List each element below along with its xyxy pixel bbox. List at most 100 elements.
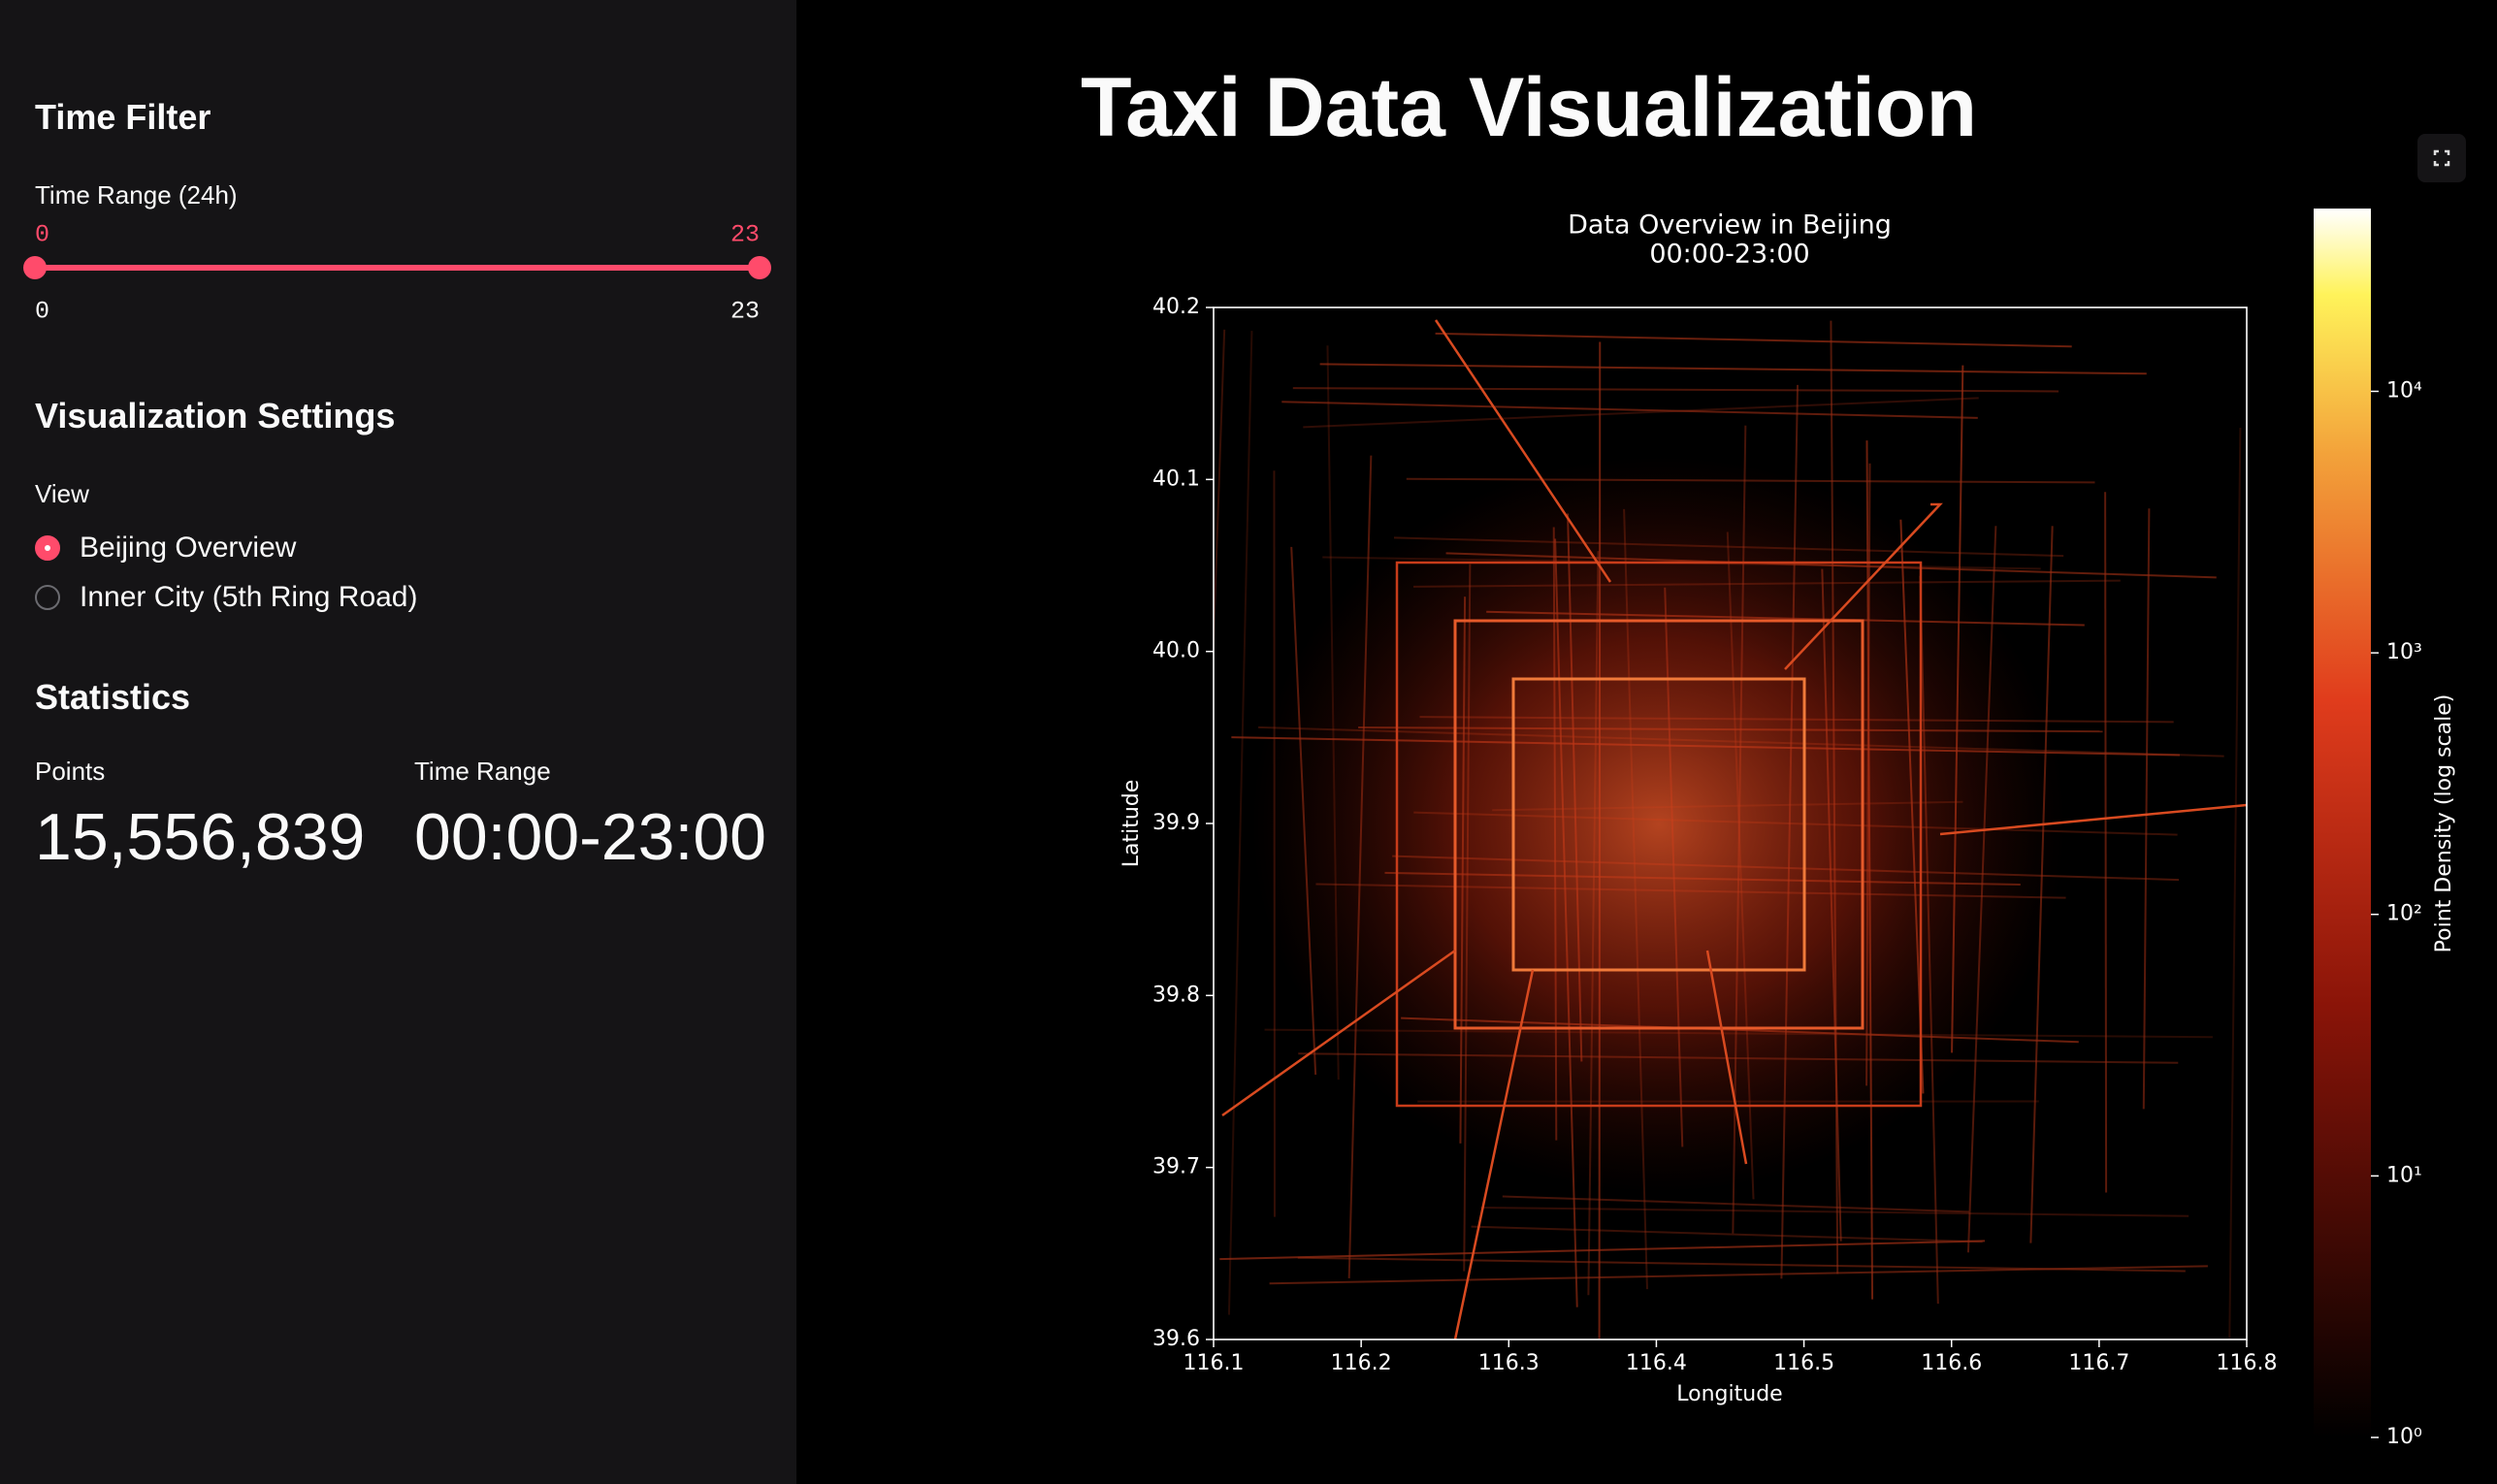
x-axis-label: Longitude [1676,1382,1782,1406]
road-texture [1966,526,1997,1253]
road-texture [1315,883,2066,899]
density-map [1214,307,2247,1339]
road-texture [1264,1028,2213,1039]
road-texture [1486,610,2085,627]
radio-text: Beijing Overview [80,532,297,564]
slider-max: 23 [730,298,760,326]
x-tick-label: 116.7 [2068,1351,2129,1375]
road-texture [1231,736,2180,757]
radio-label: View [35,479,89,508]
colorbar-tick-label: 10⁰ [2386,1425,2422,1449]
fullscreen-button[interactable] [2417,134,2466,182]
colorbar [2314,209,2371,1437]
road-texture [1492,800,1963,812]
road-texture [1303,397,1979,429]
road-texture [1821,568,1842,1242]
road-texture [1393,536,2064,558]
road-texture [1865,440,1874,1300]
radio-option[interactable]: Beijing Overview [35,532,296,565]
slider-value: 0 [35,221,49,249]
heading: Time Filter [35,97,211,137]
y-tick-label: 40.0 [1152,639,1200,663]
road-texture [1227,331,1253,1315]
metric-label: Time Range [414,757,551,786]
road-texture [2228,428,2242,1339]
road-texture [1347,455,1373,1278]
road-texture [1258,726,2224,758]
fullscreen-icon [2433,149,2450,167]
road-texture [1780,384,1800,1279]
slider-min: 0 [35,298,49,326]
road-texture [1463,564,1472,1272]
road-texture [1459,597,1467,1144]
road-texture [1502,1195,1969,1213]
x-tick-label: 116.5 [1773,1351,1834,1375]
metric-label: Points [35,757,106,786]
chart-title: Data Overview in Beijing [1568,210,1892,241]
road-texture [1401,1016,2079,1044]
road-texture [1319,363,2147,375]
radio-dot [35,535,60,561]
x-tick-label: 116.6 [1921,1351,1982,1375]
road-texture [1219,1240,1986,1261]
road-texture [1664,587,1684,1147]
road-texture [2142,508,2151,1110]
slider-label: Time Range (24h) [35,180,238,210]
road-texture [1412,579,2121,588]
road-texture [1919,575,1939,1305]
y-tick-label: 39.9 [1152,811,1200,835]
sidebar: Time Filter Time Range (24h) 0 23 0 23 Visu… [0,0,796,1484]
metric-value: 15,556,839 [35,800,366,874]
road-texture [1445,552,2217,579]
road-texture [1951,365,1964,1053]
road-texture [1587,551,1600,1296]
road-texture [2104,492,2108,1193]
y-axis-label: Latitude [1119,780,1144,868]
road-texture [1480,1207,2189,1217]
y-tick-label: 39.8 [1152,983,1200,1007]
y-tick-label: 40.2 [1152,295,1200,319]
slider[interactable]: 0 23 0 23 [0,213,796,330]
road-texture [1297,1256,2186,1273]
road-texture [1392,855,2180,882]
road-texture [1598,341,1602,1339]
road-texture [1281,401,1978,419]
road-texture [1623,508,1648,1290]
x-tick-label: 116.2 [1331,1351,1392,1375]
colorbar-tick-label: 10³ [2386,640,2422,664]
road-texture [1413,811,2178,836]
x-tick-label: 116.4 [1626,1351,1687,1375]
road-texture [1326,345,1340,1081]
road-texture [1292,387,2059,393]
x-tick-label: 116.8 [2217,1351,2278,1375]
radio-dot [35,585,60,610]
x-tick-label: 116.3 [1478,1351,1540,1375]
metric-value: 00:00-23:00 [414,800,766,874]
road-texture [1406,477,2095,484]
road-texture [1290,546,1317,1076]
road-texture [1554,538,1578,1307]
y-tick-label: 40.1 [1152,467,1200,491]
x-tick-label: 116.1 [1184,1351,1245,1375]
radio-option[interactable]: Inner City (5th Ring Road) [35,581,418,614]
y-tick-label: 39.7 [1152,1155,1200,1179]
radio-text: Inner City (5th Ring Road) [80,581,418,613]
road-texture [1298,1052,2179,1064]
colorbar-tick-label: 10¹ [2386,1163,2422,1187]
road-texture [1552,527,1558,1141]
page-title: Taxi Data Visualization [1081,61,1977,154]
chart-subtitle: 00:00-23:00 [1649,240,1809,270]
slider-thumb[interactable] [748,256,771,279]
road-texture [1830,320,1839,1274]
slider-value: 23 [730,221,760,249]
slider-thumb[interactable] [23,256,47,279]
road-texture [1899,519,1925,1094]
colorbar-label: Point Density (log scale) [2432,694,2456,953]
y-tick-label: 39.6 [1152,1327,1200,1351]
heading: Statistics [35,677,191,717]
road-texture [1419,716,2174,724]
road-texture [1273,470,1276,1217]
road-texture [1865,463,1871,1086]
